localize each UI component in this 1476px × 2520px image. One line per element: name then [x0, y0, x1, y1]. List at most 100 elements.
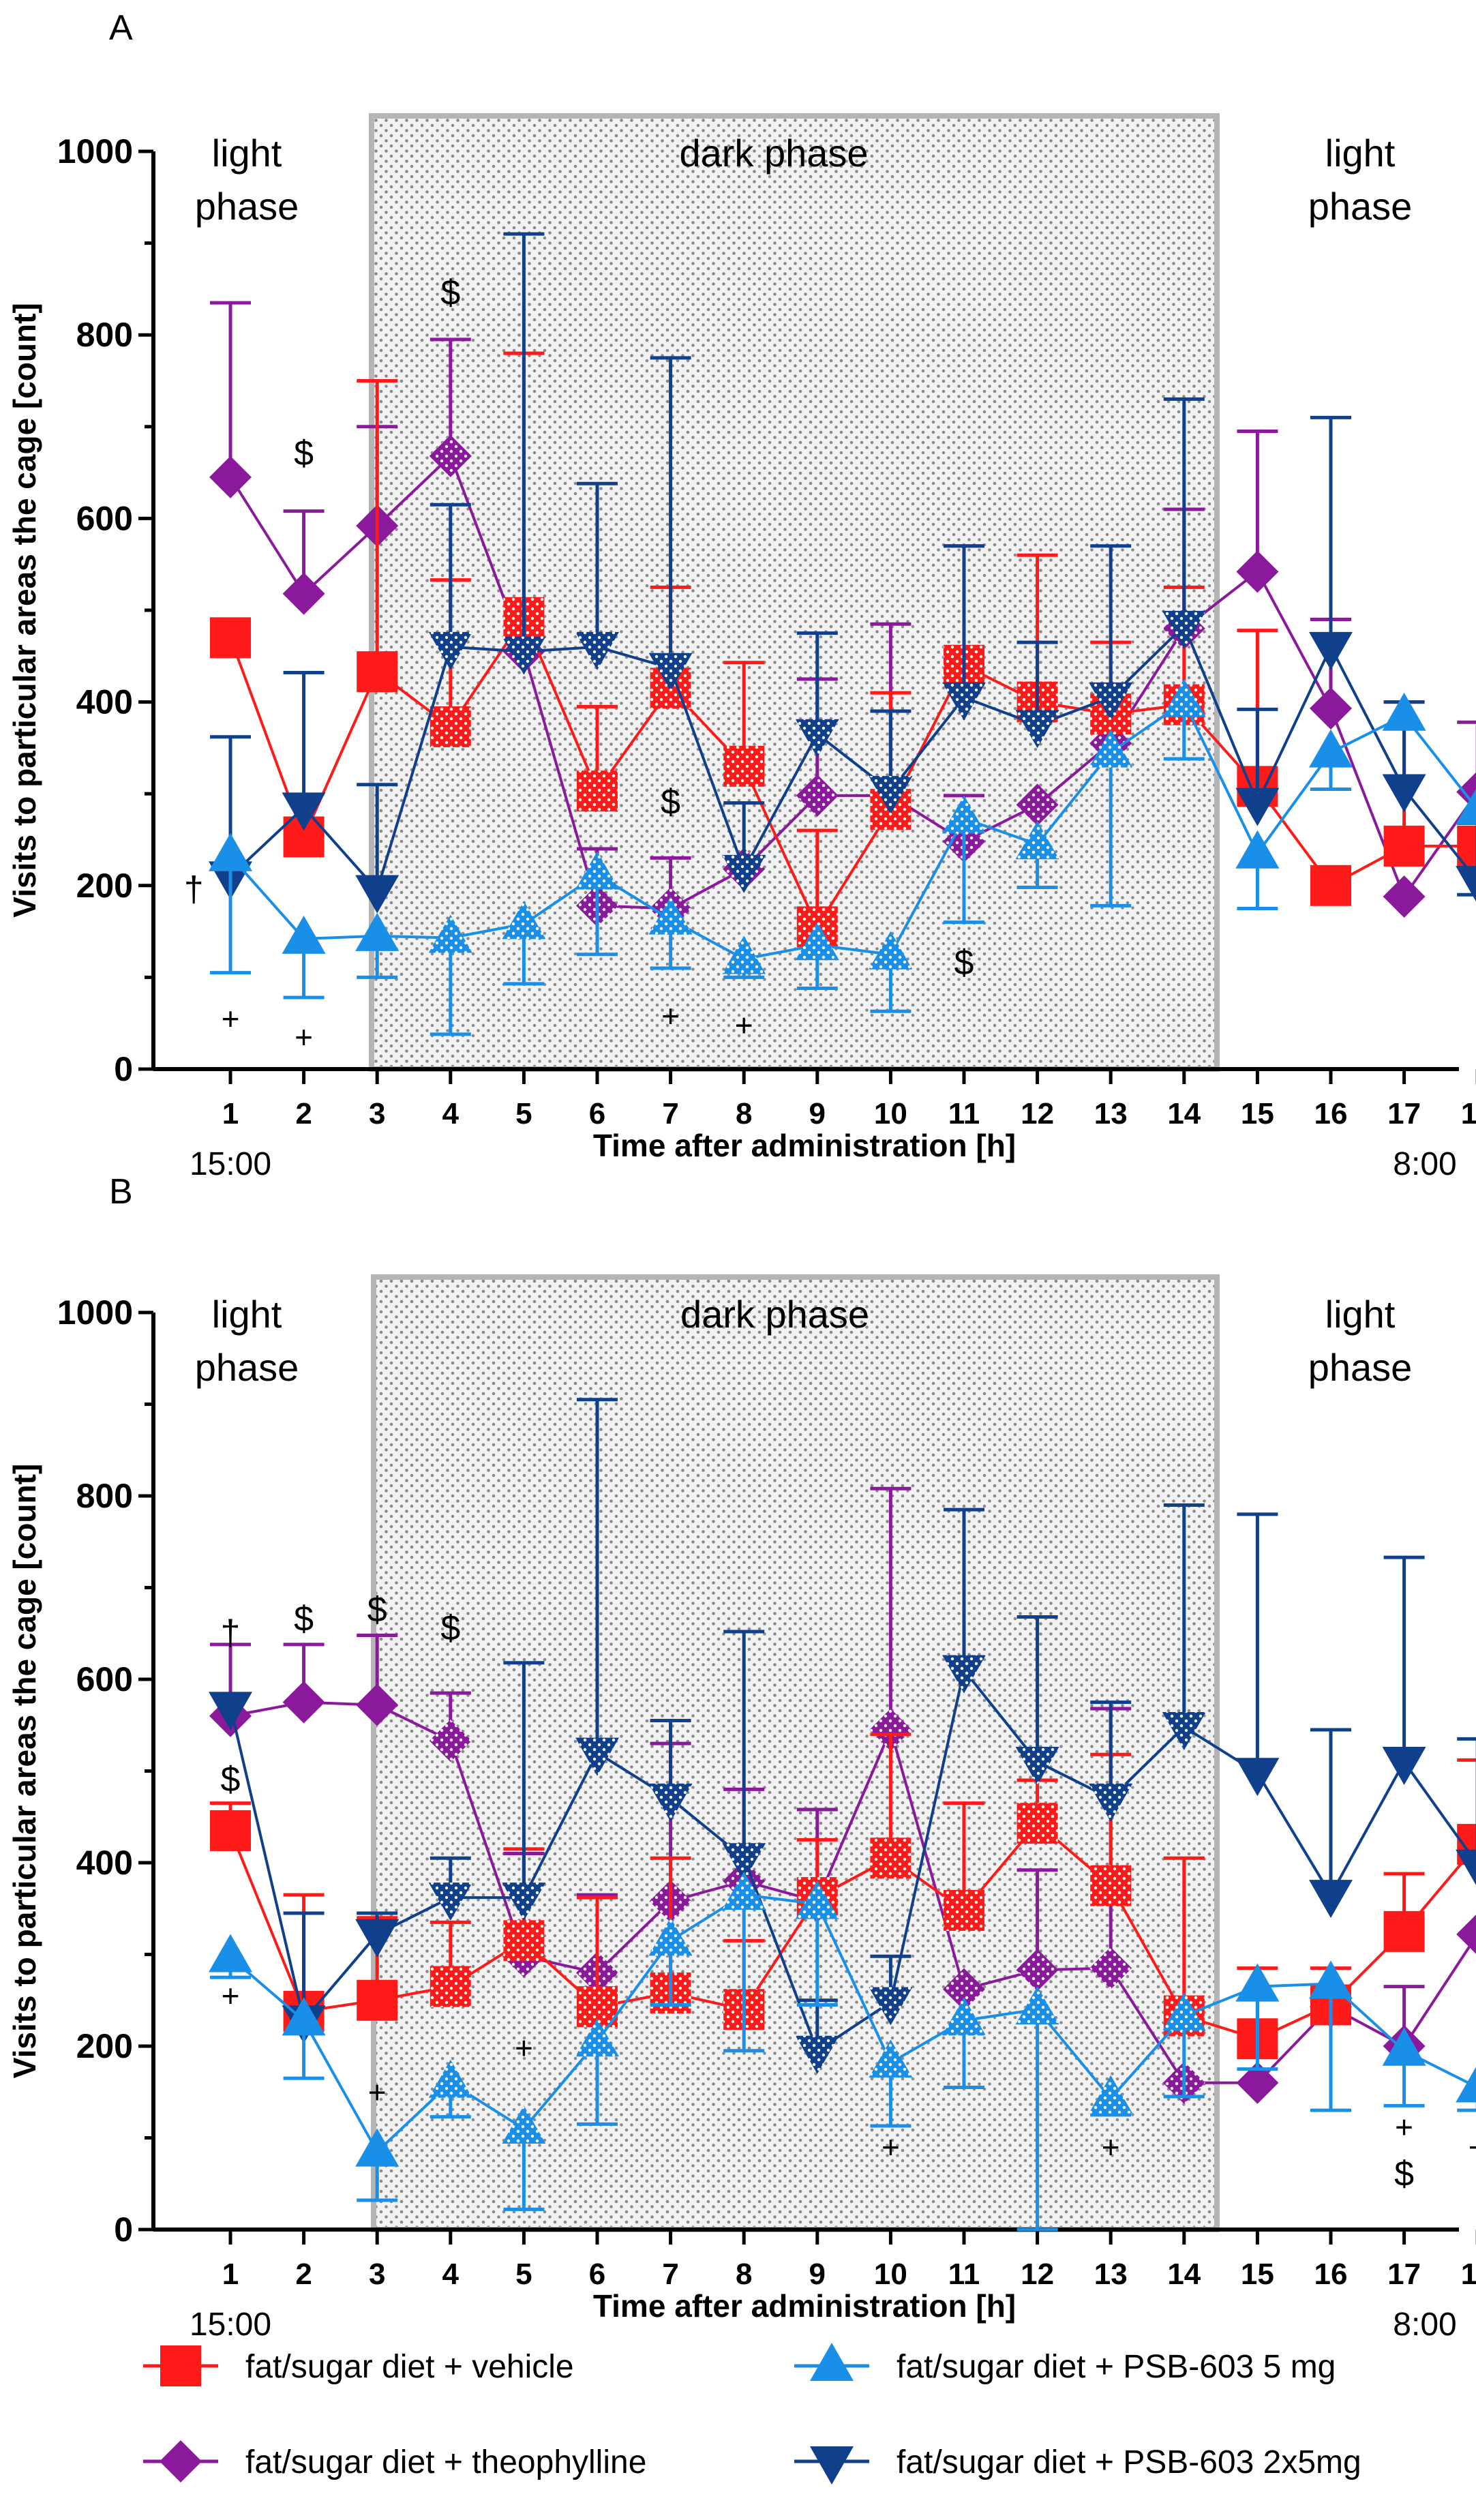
data-point-texture [1015, 1747, 1059, 1786]
data-point-texture [1162, 1992, 1206, 2031]
significance-mark: $ [954, 943, 974, 982]
legend-marker [810, 2343, 854, 2381]
legend-marker [160, 2440, 202, 2482]
data-point-texture [795, 922, 839, 961]
data-point-psb2x5 [355, 875, 400, 914]
data-point-texture [944, 1889, 984, 1931]
x-tick-label: 17 [1387, 1097, 1421, 1130]
data-point-texture [943, 1968, 985, 2011]
series-line-theophylline [229, 453, 1476, 910]
time-end-label: 8:00 [1393, 1146, 1456, 1182]
data-point-psb5 [209, 832, 252, 871]
data-point-psb5 [1456, 2067, 1476, 2103]
y-tick-label: 1000 [57, 1293, 133, 1332]
x-tick-label: 15 [1241, 1097, 1274, 1130]
x-axis-label: Time after administration [h] [593, 1128, 1016, 1163]
significance-mark: + [1469, 2129, 1476, 2165]
data-point-texture [429, 434, 472, 477]
data-point-psb2x5 [1382, 1747, 1426, 1786]
data-point-texture [503, 1920, 545, 1962]
series-psb5 [209, 1872, 1476, 2232]
significance-mark: + [515, 2030, 533, 2066]
legend-label: fat/sugar diet + vehicle [245, 2349, 574, 2385]
x-tick-label: 10 [874, 1097, 907, 1130]
significance-mark: + [735, 1007, 753, 1042]
data-point-texture [648, 1917, 693, 1956]
data-point-texture [869, 776, 913, 815]
data-point-theophylline [1236, 550, 1279, 593]
data-point-texture [722, 935, 766, 974]
data-point-texture [795, 1880, 839, 1919]
x-tick-label: 4 [442, 2258, 460, 2291]
significance-mark: + [222, 1001, 240, 1036]
data-point-psb5 [1382, 2027, 1426, 2066]
data-point-psb5 [355, 912, 400, 951]
x-tick-label: 12 [1021, 2258, 1054, 2291]
data-point-texture [942, 1655, 986, 1694]
y-tick-label: 800 [76, 316, 133, 354]
x-tick-label: 18 [1461, 2258, 1476, 2291]
x-tick-label: 9 [809, 2258, 826, 2291]
data-point-texture [428, 1882, 472, 1921]
data-point-texture [428, 631, 472, 670]
time-end-label: 8:00 [1393, 2307, 1456, 2343]
data-point-psb2x5 [1456, 1849, 1476, 1885]
data-point-texture [430, 1966, 471, 2007]
y-tick-label: 600 [76, 1660, 133, 1698]
y-axis-label: Visits to particular areas the cage [cou… [7, 303, 42, 918]
data-point-texture [722, 854, 766, 893]
data-point-theophylline [356, 1683, 399, 1726]
x-tick-label: 6 [589, 2258, 605, 2291]
data-point-vehicle [1383, 825, 1425, 867]
data-point-texture [648, 652, 693, 691]
panel-letter: A [109, 8, 133, 48]
x-tick-label: 11 [948, 2258, 980, 2291]
x-tick-label: 8 [736, 2258, 752, 2291]
data-point-vehicle [357, 651, 398, 693]
significance-mark: + [1395, 2109, 1413, 2144]
dark-phase-box [369, 113, 1220, 1072]
data-point-texture [942, 795, 986, 834]
data-point-theophylline [209, 455, 252, 498]
light-phase-label: light [212, 1293, 282, 1336]
data-point-texture [1016, 783, 1059, 826]
significance-mark: $ [1394, 2154, 1414, 2193]
data-point-texture [942, 682, 986, 721]
significance-mark: + [661, 998, 680, 1034]
dark-phase-label: dark phase [679, 132, 868, 175]
y-tick-label: 600 [76, 499, 133, 537]
x-tick-label: 1 [222, 1097, 239, 1130]
x-tick-label: 5 [515, 1097, 532, 1130]
data-point-texture [869, 1987, 913, 2026]
x-tick-label: 13 [1094, 2258, 1128, 2291]
x-tick-label: 18 [1461, 1097, 1476, 1130]
data-point-psb5 [282, 1997, 326, 2036]
x-tick-label: 17 [1387, 2258, 1421, 2291]
legend: fat/sugar diet + vehicle fat/sugar diet +… [143, 2343, 1361, 2485]
x-tick-label: 8 [736, 1097, 752, 1130]
x-tick-label: 5 [515, 2258, 532, 2291]
y-tick-label: 200 [76, 2027, 133, 2065]
data-point-texture [648, 1783, 693, 1822]
legend-label: fat/sugar diet + theophylline [245, 2444, 646, 2480]
data-point-texture [1015, 1986, 1059, 2025]
data-point-theophylline [282, 1681, 325, 1724]
data-point-psb5 [1309, 1960, 1353, 1999]
significance-mark: $ [294, 1600, 314, 1639]
data-point-psb2x5 [1309, 1880, 1353, 1919]
data-point-texture [723, 745, 765, 787]
data-point-psb5 [1456, 788, 1476, 825]
significance-mark: + [882, 2129, 900, 2165]
light-phase-label: phase [1308, 1346, 1413, 1389]
data-point-texture [796, 774, 839, 817]
x-tick-label: 2 [295, 1097, 312, 1130]
data-point-psb2x5 [355, 1919, 400, 1957]
light-phase-label: phase [195, 185, 299, 228]
x-tick-label: 2 [295, 2258, 312, 2291]
y-tick-label: 400 [76, 683, 133, 721]
significance-mark: $ [661, 783, 680, 822]
legend-item-vehicle: fat/sugar diet + vehicle [143, 2345, 574, 2386]
x-axis-label: Time after administration [h] [593, 2288, 1016, 2324]
